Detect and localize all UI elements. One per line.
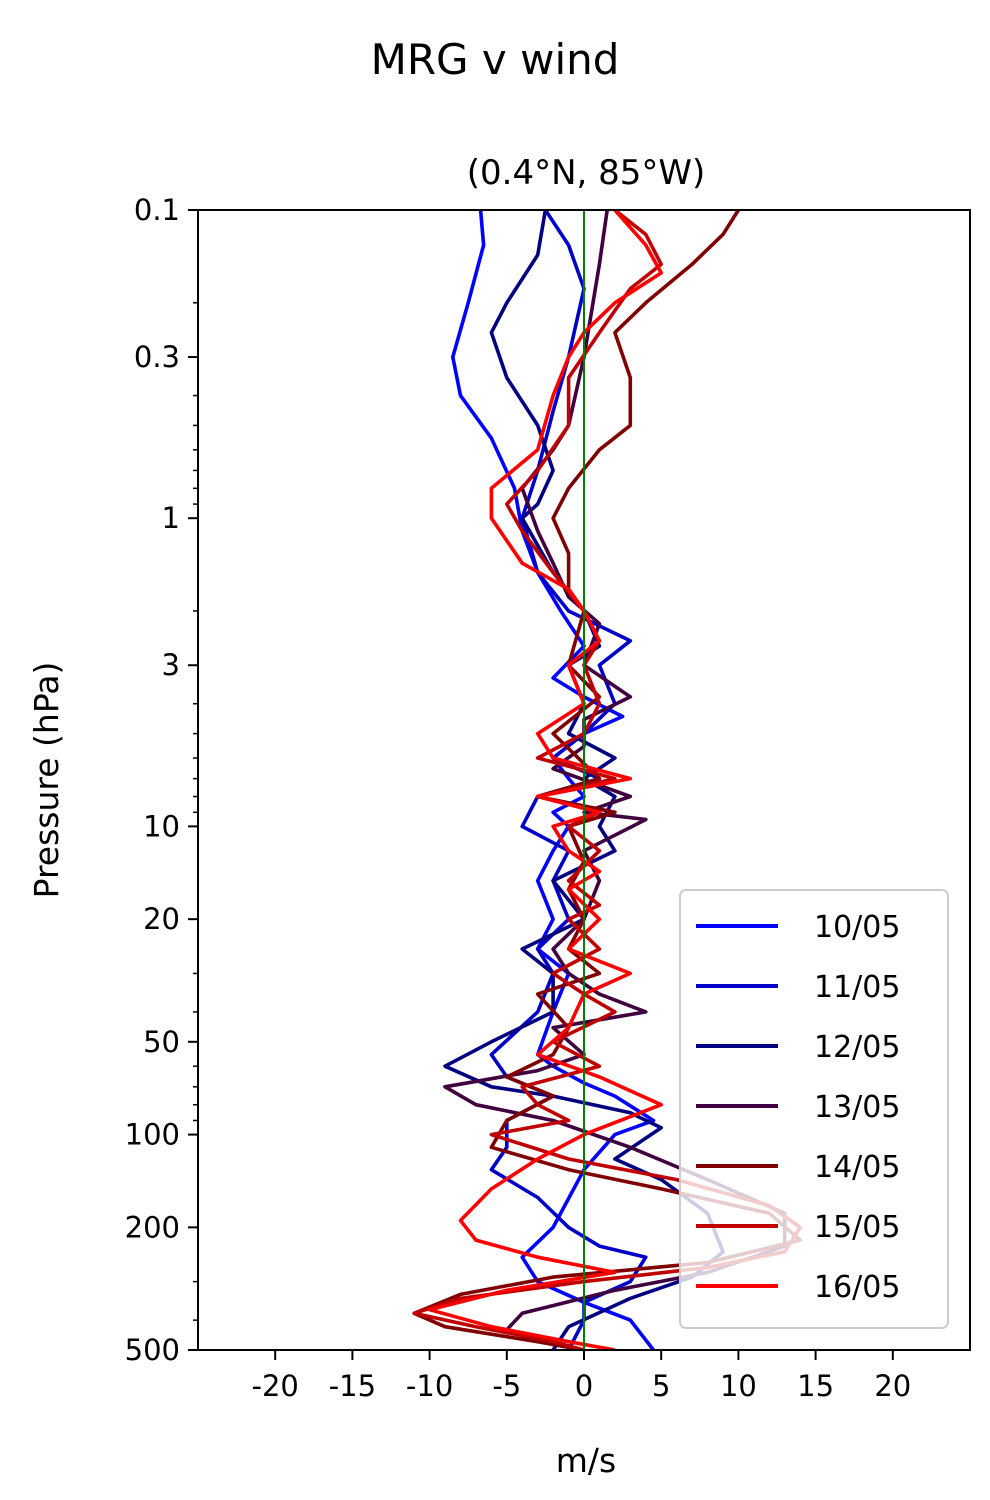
x-tick-label: 20 [874, 1369, 911, 1403]
series-group [412, 210, 802, 1350]
y-tick-label: 200 [125, 1210, 180, 1244]
y-tick-label: 500 [125, 1333, 180, 1367]
y-tick-label: 100 [125, 1118, 180, 1152]
x-tick-label: 15 [797, 1369, 834, 1403]
chart-subtitle: (0.4°N, 85°W) [467, 153, 706, 193]
legend-label: 14/05 [814, 1150, 900, 1185]
x-axis-label: m/s [556, 1441, 616, 1480]
y-tick-label: 10 [143, 809, 180, 843]
y-tick-label: 3 [162, 648, 180, 682]
x-tick-label: 0 [575, 1369, 593, 1403]
y-tick-label: 0.3 [134, 340, 180, 374]
x-tick-label: -15 [329, 1369, 376, 1403]
y-tick-label: 0.1 [134, 193, 180, 227]
legend-label: 16/05 [814, 1270, 900, 1305]
legend-label: 12/05 [814, 1030, 900, 1065]
y-tick-label: 50 [143, 1025, 180, 1059]
chart-title: MRG v wind [371, 35, 620, 84]
legend-label: 11/05 [814, 970, 900, 1005]
series-line-7 [427, 210, 663, 1350]
legend-label: 10/05 [814, 910, 900, 945]
y-axis-label: Pressure (hPa) [27, 662, 66, 899]
x-tick-label: 10 [720, 1369, 757, 1403]
legend: 10/05 11/05 12/05 13/05 14/05 15/05 16/05 [679, 889, 949, 1329]
x-tick-label: -5 [492, 1369, 521, 1403]
legend-label: 15/05 [814, 1210, 900, 1245]
x-tick-label: -10 [406, 1369, 453, 1403]
x-tick-label: 5 [652, 1369, 670, 1403]
x-tick-label: -20 [252, 1369, 299, 1403]
legend-label: 13/05 [814, 1090, 900, 1125]
y-tick-label: 20 [143, 902, 180, 936]
legend-box [679, 889, 949, 1329]
y-tick-label: 1 [162, 501, 180, 535]
